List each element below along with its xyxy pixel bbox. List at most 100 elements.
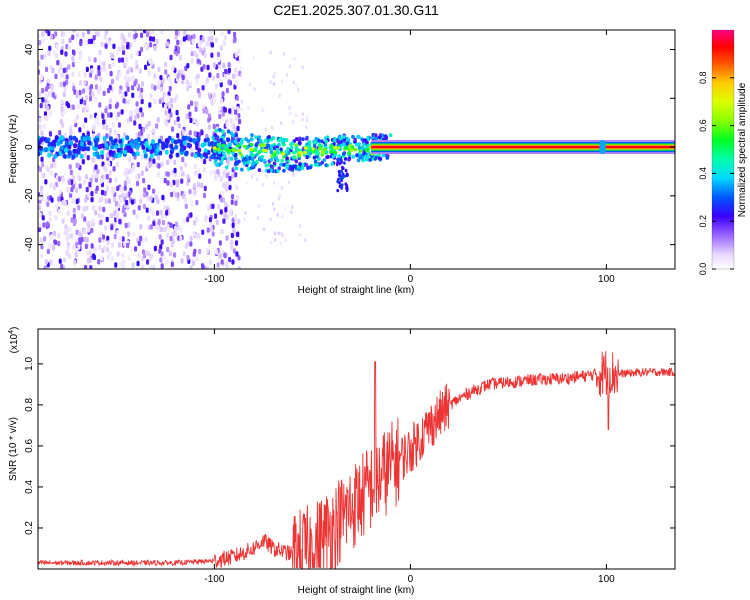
heatmap-cell (159, 209, 163, 216)
heatmap-cell (84, 117, 88, 123)
heatmap-cell (182, 193, 186, 199)
heatmap-cell (38, 141, 41, 146)
heatmap-cell (160, 239, 164, 245)
heatmap-cell (374, 136, 378, 141)
heatmap-cell (117, 242, 121, 248)
heatmap-cell (71, 198, 75, 204)
heatmap-cell (118, 218, 122, 225)
heatmap-cell (292, 164, 296, 169)
heatmap-cell (172, 179, 176, 186)
heatmap-cell (237, 266, 241, 269)
heatmap-cell (242, 161, 247, 166)
heatmap-cell (264, 127, 267, 132)
heatmap-cell (108, 103, 112, 110)
heatmap-cell (357, 145, 362, 150)
heatmap-cell (347, 157, 351, 162)
heatmap-cell (173, 167, 177, 174)
heatmap-cell (175, 30, 179, 36)
heatmap-cell (232, 248, 236, 254)
heatmap-cell (233, 214, 237, 220)
heatmap-cell (168, 250, 172, 257)
heatmap-cell (48, 91, 52, 97)
heatmap-cell (194, 106, 198, 112)
heatmap-cell (174, 192, 178, 198)
heatmap-cell (209, 170, 213, 176)
heatmap-cell (272, 82, 276, 86)
heatmap-cell (67, 102, 71, 109)
heatmap-cell (255, 159, 259, 164)
heatmap-cell (255, 141, 259, 146)
heatmap-cell (217, 63, 221, 69)
heatmap-cell (318, 144, 324, 148)
heatmap-cell (218, 105, 222, 111)
y-tick-label: 0.2 (24, 521, 35, 535)
heatmap-cell (240, 167, 244, 172)
heatmap-cell (132, 164, 136, 170)
heatmap-cell (221, 129, 225, 134)
heatmap-cell (97, 65, 101, 71)
heatmap-cell (278, 193, 281, 198)
heatmap-cell (188, 130, 192, 136)
heatmap-cell (41, 31, 45, 37)
heatmap-cell (298, 151, 303, 155)
heatmap-cell (206, 248, 210, 254)
heatmap-cell (345, 141, 349, 146)
heatmap-cell (226, 129, 231, 134)
heatmap-cell (50, 141, 55, 147)
heatmap-cell (163, 205, 167, 211)
heatmap-cell (167, 209, 171, 215)
heatmap-cell (115, 200, 119, 207)
heatmap-cell (276, 213, 279, 217)
heatmap-cell (79, 99, 83, 105)
heatmap-cell (300, 166, 305, 170)
heatmap-cell (104, 198, 108, 204)
heatmap-cell (41, 37, 45, 43)
heatmap-cell (107, 87, 111, 94)
heatmap-cell (343, 156, 348, 161)
heatmap-cell (306, 115, 309, 120)
heatmap-cell (70, 186, 74, 193)
heatmap-cell (203, 148, 208, 154)
heatmap-cell (78, 127, 82, 133)
heatmap-cell (277, 196, 280, 201)
heatmap-cell (171, 238, 175, 244)
heatmap-cell (224, 207, 228, 213)
heatmap-cell (381, 133, 385, 138)
heatmap-cell (93, 57, 97, 63)
heatmap-cell (71, 34, 75, 40)
heatmap-cell (247, 167, 251, 171)
heatmap-cell (325, 155, 329, 160)
heatmap-cell (100, 214, 104, 220)
heatmap-cell (221, 140, 226, 145)
heatmap-cell (77, 71, 81, 77)
heatmap-cell (47, 78, 51, 84)
heatmap-cell (38, 124, 42, 130)
heatmap-cell (86, 250, 90, 256)
heatmap-cell (330, 161, 334, 166)
heatmap-cell (78, 80, 82, 86)
heatmap-cell (190, 151, 194, 157)
heatmap-cell (102, 90, 106, 96)
heatmap-cell (49, 234, 53, 240)
heatmap-cell (131, 85, 135, 91)
heatmap-cell (54, 135, 59, 140)
heatmap-cell (146, 195, 150, 201)
heatmap-cell (90, 243, 94, 249)
heatmap-cell (78, 54, 82, 60)
heatmap-cell (38, 151, 41, 157)
heatmap-cell (83, 100, 87, 106)
heatmap-cell (337, 154, 341, 159)
heatmap-cell (60, 72, 64, 78)
heatmap-cell (88, 250, 92, 256)
heatmap-cell (236, 231, 240, 238)
heatmap-cell (177, 123, 181, 129)
heatmap-cell (175, 109, 179, 116)
heatmap-cell (108, 150, 113, 156)
heatmap-cell (139, 140, 144, 146)
heatmap-cell (89, 72, 93, 78)
heatmap-cell (127, 32, 131, 38)
heatmap-cell (221, 143, 226, 148)
heatmap-cell (159, 257, 163, 263)
heatmap-cell (231, 217, 235, 223)
heatmap-cell (83, 264, 87, 269)
